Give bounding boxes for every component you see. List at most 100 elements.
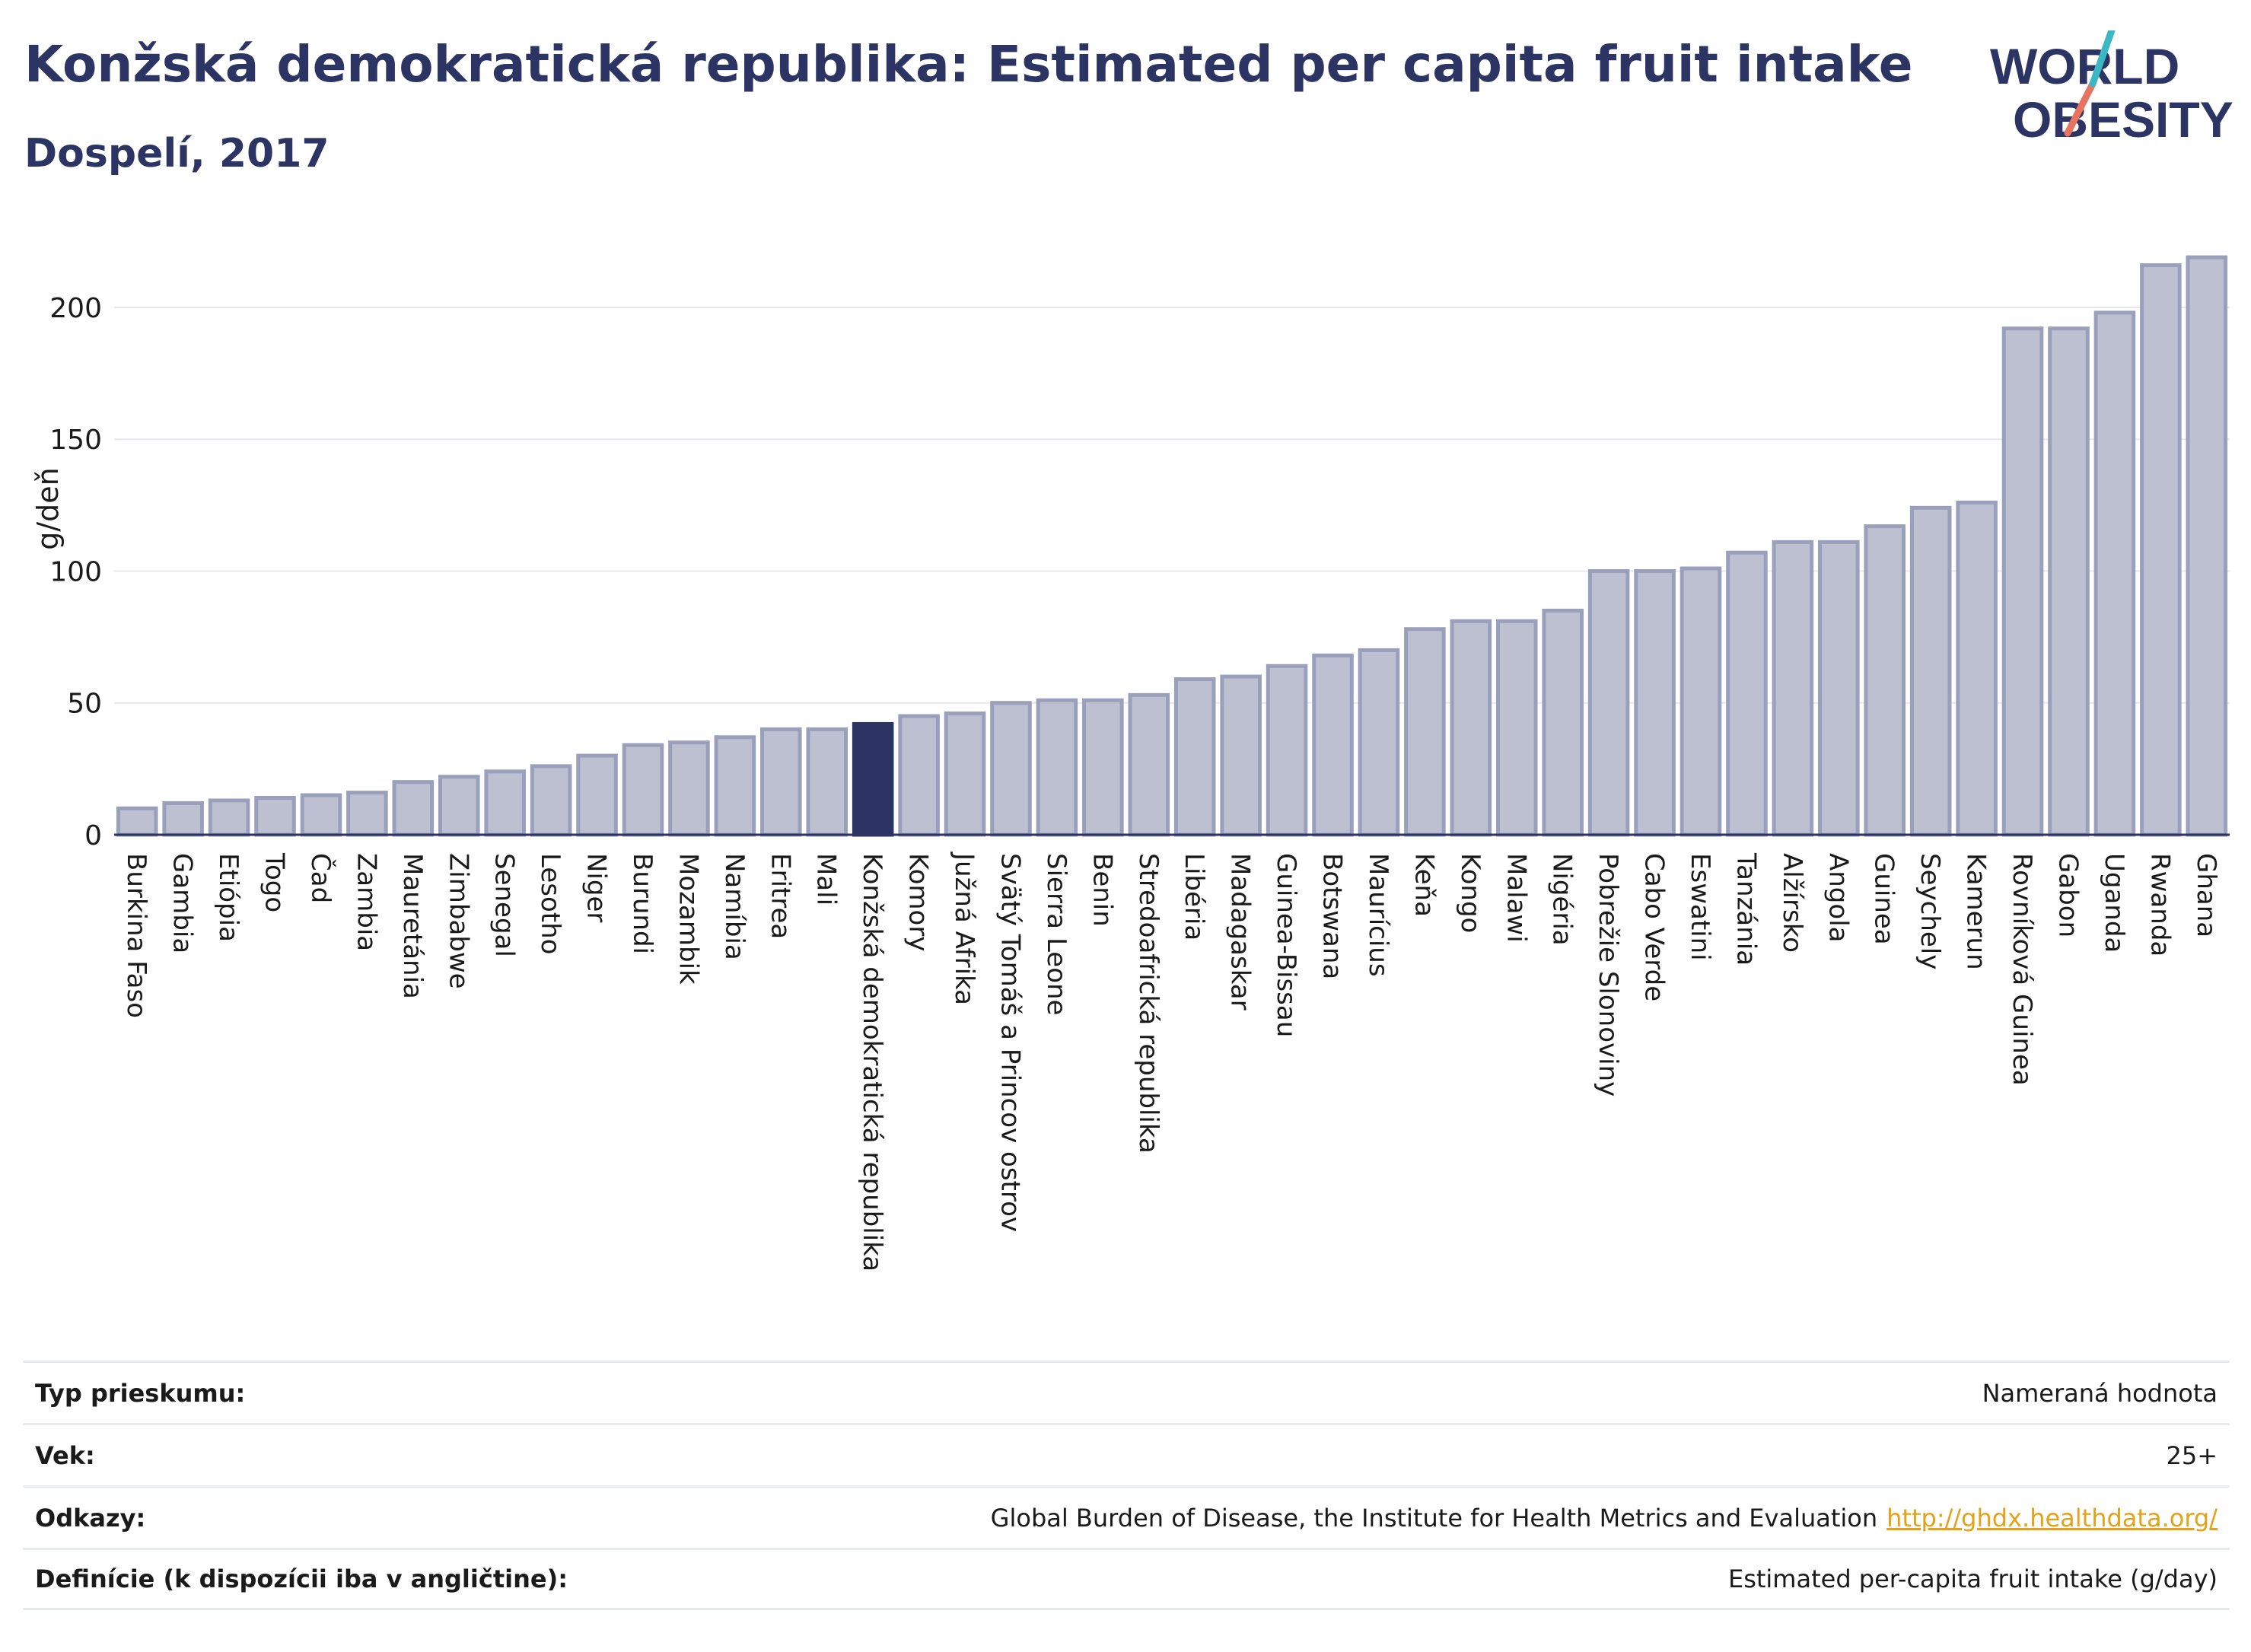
y-tick-label: 200 [49, 293, 102, 324]
x-tick-label: Svätý Tomáš a Princov ostrov [995, 853, 1025, 1232]
bar[interactable] [576, 753, 618, 837]
x-tick-label: Konžská demokratická republika [857, 853, 887, 1272]
bar[interactable] [208, 798, 250, 837]
x-tick-label: Gambia [167, 853, 198, 953]
bar[interactable] [1726, 550, 1768, 837]
bar[interactable] [116, 806, 158, 837]
bar[interactable] [254, 795, 296, 837]
bar[interactable] [1956, 500, 1998, 837]
bar[interactable] [438, 775, 480, 837]
bar[interactable] [1082, 698, 1124, 837]
bar[interactable] [622, 743, 664, 837]
bar[interactable] [806, 727, 849, 837]
x-tick-label: Mauretánia [397, 853, 428, 999]
x-tick-label: Zambia [351, 853, 381, 951]
x-tick-label: Burundi [627, 853, 657, 954]
y-tick-labels: 0 50 100 150 200 [49, 293, 102, 851]
bar[interactable] [1220, 674, 1262, 837]
bar[interactable] [1173, 677, 1216, 837]
bar[interactable] [1358, 648, 1400, 837]
bar-highlighted[interactable] [852, 721, 894, 837]
bar[interactable] [1542, 608, 1584, 837]
info-table: Typ prieskumu: Nameraná hodnota Vek: 25+… [23, 1361, 2230, 1610]
bar[interactable] [1679, 566, 1722, 837]
x-tick-label: Burkina Faso [121, 853, 151, 1018]
bar[interactable] [1634, 568, 1676, 837]
x-tick-label: Mozambik [673, 853, 703, 985]
x-tick-label: Eritrea [765, 853, 795, 939]
bar[interactable] [898, 714, 940, 837]
x-tick-label: Lesotho [535, 853, 565, 954]
x-tick-label: Nigéria [1547, 853, 1578, 946]
bar[interactable] [1864, 524, 1906, 837]
x-tick-label: Etiópia [213, 853, 244, 942]
info-value: Estimated per-capita fruit intake (g/day… [1727, 1564, 2218, 1593]
bar[interactable] [1128, 692, 1170, 837]
bar[interactable] [1818, 540, 1860, 837]
bar[interactable] [1495, 619, 1538, 837]
x-tick-label: Guinea [1869, 853, 1899, 945]
chart-title: Konžská demokratická republika: Estimate… [24, 35, 1913, 94]
info-row-references: Odkazy: Global Burden of Disease, the In… [23, 1485, 2230, 1548]
bar[interactable] [300, 793, 342, 837]
x-tick-label: Libéria [1179, 853, 1209, 941]
x-tick-label: Seychely [1915, 853, 1945, 969]
x-tick-label: Kamerun [1961, 853, 1992, 970]
x-tick-label: Sierra Leone [1041, 853, 1071, 1015]
x-tick-label: Rwanda [2144, 853, 2175, 957]
bar[interactable] [944, 711, 986, 837]
x-tick-label: Komory [903, 853, 934, 951]
info-label: Vek: [35, 1440, 95, 1470]
bar[interactable] [1312, 653, 1354, 837]
bar[interactable] [392, 780, 435, 837]
bar[interactable] [1404, 627, 1446, 837]
x-tick-label: Alžírsko [1777, 853, 1807, 953]
bar[interactable] [2001, 326, 2044, 837]
bar[interactable] [2093, 310, 2136, 837]
y-axis-label: g/deň [31, 467, 65, 550]
x-tick-label: Cabo Verde [1639, 853, 1670, 1001]
y-tick-label: 100 [49, 556, 102, 587]
logo-line1: WORLD [1990, 38, 2179, 94]
reference-link[interactable]: http://ghdx.healthdata.org/ [1886, 1503, 2218, 1533]
bar[interactable] [668, 740, 710, 837]
y-tick-label: 0 [84, 820, 102, 851]
bar[interactable] [1587, 568, 1630, 837]
bar[interactable] [530, 764, 572, 837]
bar[interactable] [990, 701, 1032, 837]
bar[interactable] [2140, 263, 2182, 837]
info-value: Global Burden of Disease, the Institute … [990, 1503, 1878, 1533]
info-row-survey-type: Typ prieskumu: Nameraná hodnota [23, 1361, 2230, 1423]
bar[interactable] [1450, 619, 1492, 837]
info-label: Typ prieskumu: [35, 1378, 246, 1408]
x-tick-label: Senegal [489, 853, 520, 957]
bar[interactable] [1772, 540, 1814, 837]
x-tick-label: Malawi [1501, 853, 1531, 943]
x-tick-label: Zimbabwe [443, 853, 473, 989]
bar[interactable] [760, 727, 802, 837]
x-tick-label: Togo [259, 852, 290, 912]
x-tick-label: Guinea-Bissau [1271, 853, 1301, 1037]
bar[interactable] [162, 801, 204, 837]
bar[interactable] [346, 791, 388, 837]
world-obesity-logo: WORLD OBESITY [1990, 30, 2233, 148]
x-tick-label: Stredoafrická republika [1133, 853, 1164, 1154]
x-tick-label: Namíbia [719, 853, 750, 960]
info-label: Definície (k dispozícii iba v angličtine… [35, 1564, 568, 1593]
bar-chart: 0 50 100 150 200 Burkina Faso Gambia Etiópia To… [31, 255, 2230, 1272]
bar[interactable] [1266, 664, 1308, 837]
x-tick-label: Keňa [1409, 853, 1439, 917]
x-tick-label: Mali [811, 853, 842, 906]
info-value: 25+ [2166, 1440, 2218, 1470]
x-tick-label: Angola [1823, 853, 1853, 942]
bar[interactable] [1036, 698, 1078, 837]
info-value-wrap: Global Burden of Disease, the Institute … [991, 1504, 2218, 1533]
bar[interactable] [1909, 505, 1952, 837]
bar[interactable] [2048, 326, 2090, 837]
info-row-age: Vek: 25+ [23, 1423, 2230, 1485]
bar[interactable] [484, 769, 526, 837]
bar[interactable] [2186, 255, 2228, 837]
x-tick-label: Maurícius [1363, 853, 1393, 977]
bar[interactable] [714, 735, 756, 837]
info-value: Nameraná hodnota [1982, 1378, 2218, 1408]
